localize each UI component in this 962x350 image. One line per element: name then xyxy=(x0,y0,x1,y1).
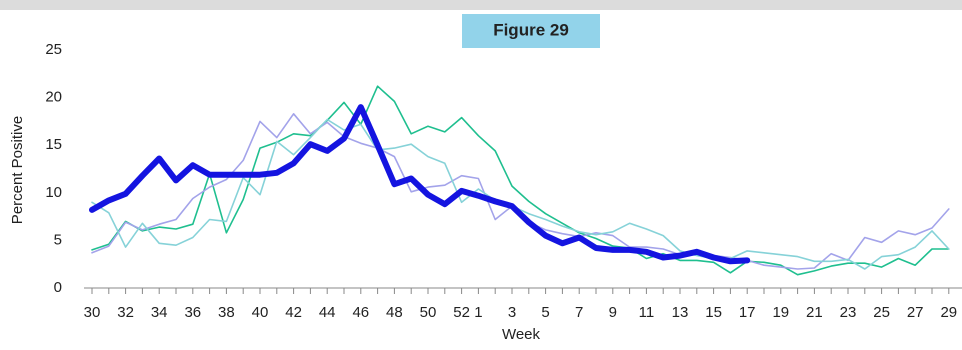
x-axis-label: Week xyxy=(502,326,541,343)
x-tick-label: 50 xyxy=(420,304,437,321)
series-line xyxy=(91,113,950,270)
x-tick-label: 3 xyxy=(508,304,516,321)
x-tick-label: 36 xyxy=(184,304,201,321)
y-tick-label: 5 xyxy=(54,231,62,248)
x-tick-label: 15 xyxy=(705,304,722,321)
x-tick-label: 32 xyxy=(117,304,134,321)
x-tick-label: 19 xyxy=(772,304,789,321)
series-line xyxy=(91,85,950,276)
x-tick-label: 21 xyxy=(806,304,823,321)
x-tick-label: 11 xyxy=(639,304,655,321)
x-tick-label: 9 xyxy=(609,304,617,321)
y-tick-label: 15 xyxy=(45,136,62,153)
y-tick-label: 0 xyxy=(54,279,62,296)
x-tick-label: 13 xyxy=(672,304,689,321)
x-tick-label: 46 xyxy=(352,304,369,321)
y-tick-label: 25 xyxy=(45,41,62,58)
chart-title: Figure 29 xyxy=(493,20,569,39)
x-tick-label: 23 xyxy=(840,304,857,321)
top-band xyxy=(0,0,962,10)
x-tick-label: 5 xyxy=(541,304,549,321)
x-tick-label: 25 xyxy=(873,304,890,321)
x-tick-label: 34 xyxy=(151,304,168,321)
x-tick-label: 44 xyxy=(319,304,336,321)
series-line xyxy=(91,118,950,270)
y-axis-label: Percent Positive xyxy=(9,116,26,224)
series-line xyxy=(89,104,751,265)
y-tick-label: 10 xyxy=(45,184,62,201)
x-tick-label: 48 xyxy=(386,304,403,321)
x-tick-label: 42 xyxy=(285,304,302,321)
x-tick-label: 52 xyxy=(453,304,470,321)
x-tick-label: 27 xyxy=(907,304,924,321)
x-tick-label: 7 xyxy=(575,304,583,321)
x-tick-label: 30 xyxy=(84,304,101,321)
x-tick-label: 1 xyxy=(474,304,482,321)
title-box xyxy=(462,14,600,48)
x-tick-label: 40 xyxy=(252,304,269,321)
x-tick-label: 29 xyxy=(940,304,957,321)
y-tick-label: 20 xyxy=(45,89,62,106)
x-tick-label: 17 xyxy=(739,304,756,321)
x-tick-label: 38 xyxy=(218,304,235,321)
